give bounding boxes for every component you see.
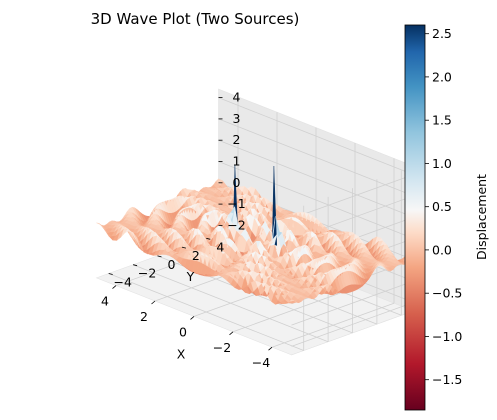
x-tick-label: −2	[213, 340, 231, 355]
z-tick-label: −1	[227, 196, 245, 211]
y-tick-label: 0	[168, 257, 176, 272]
y-tick-label: −2	[138, 266, 156, 281]
x-axis-label: X	[177, 346, 186, 361]
z-grid-line	[218, 118, 414, 197]
colorbar-tick-label: 2.0	[432, 69, 452, 84]
z-tick-label: 1	[233, 154, 241, 169]
z-tick-label: 2	[233, 132, 241, 147]
y-tick	[133, 264, 138, 267]
colorbar-ticks: −1.5 −1.0 −0.5 0.0 0.5 1.0 1.5 2.0 2.5	[425, 26, 462, 387]
y-tick	[206, 237, 211, 240]
colorbar-tick-label: 0.5	[432, 199, 452, 214]
x-tick-label: 4	[101, 294, 109, 309]
colorbar-tick-label: −0.5	[432, 286, 462, 301]
z-grid-line	[291, 280, 414, 326]
z-tick-label: 3	[233, 111, 241, 126]
y-tick	[181, 246, 186, 249]
z-grid-line	[218, 97, 414, 175]
colorbar-tick-label: −1.0	[432, 329, 462, 344]
x-tick	[112, 285, 117, 289]
colorbar-tick-label: 1.5	[432, 113, 452, 128]
surface-facet	[96, 222, 104, 228]
chart-title: 3D Wave Plot (Two Sources)	[91, 10, 300, 28]
z-tick-label: −2	[227, 217, 245, 232]
y-grid-line	[108, 273, 304, 351]
colorbar-tick-label: 1.0	[432, 156, 452, 171]
y-grid-line	[132, 264, 329, 343]
colorbar-tick-label: −1.5	[432, 372, 462, 387]
colorbar-tick-label: 0.0	[432, 242, 452, 257]
surface	[96, 165, 414, 305]
z-grid-line	[218, 139, 414, 218]
y-axis-label: Y	[186, 269, 195, 284]
y-tick-label: 2	[192, 248, 200, 263]
y-tick-label: −4	[113, 275, 131, 290]
z-tick-label: 0	[233, 175, 241, 190]
colorbar: −1.5 −1.0 −0.5 0.0 0.5 1.0 1.5 2.0 2.5 Displacem…	[404, 24, 489, 411]
y-tick-label: 4	[216, 239, 224, 254]
x-tick	[190, 316, 195, 320]
y-tick	[108, 273, 113, 275]
x-tick	[229, 331, 234, 336]
z-grid-line	[291, 302, 414, 347]
z-grid-line	[218, 161, 414, 239]
z-grid-line	[291, 174, 414, 219]
x-tick-label: 0	[179, 324, 187, 339]
colorbar-gradient	[404, 24, 426, 411]
x-tick-label: 2	[140, 309, 148, 324]
x-tick	[151, 300, 156, 305]
x-tick-label: −4	[252, 355, 270, 370]
colorbar-tick-label: 2.5	[432, 26, 452, 41]
z-tick-label: 4	[233, 90, 241, 105]
x-tick	[268, 346, 273, 351]
colorbar-label: Displacement	[474, 174, 489, 260]
y-tick	[157, 255, 162, 258]
